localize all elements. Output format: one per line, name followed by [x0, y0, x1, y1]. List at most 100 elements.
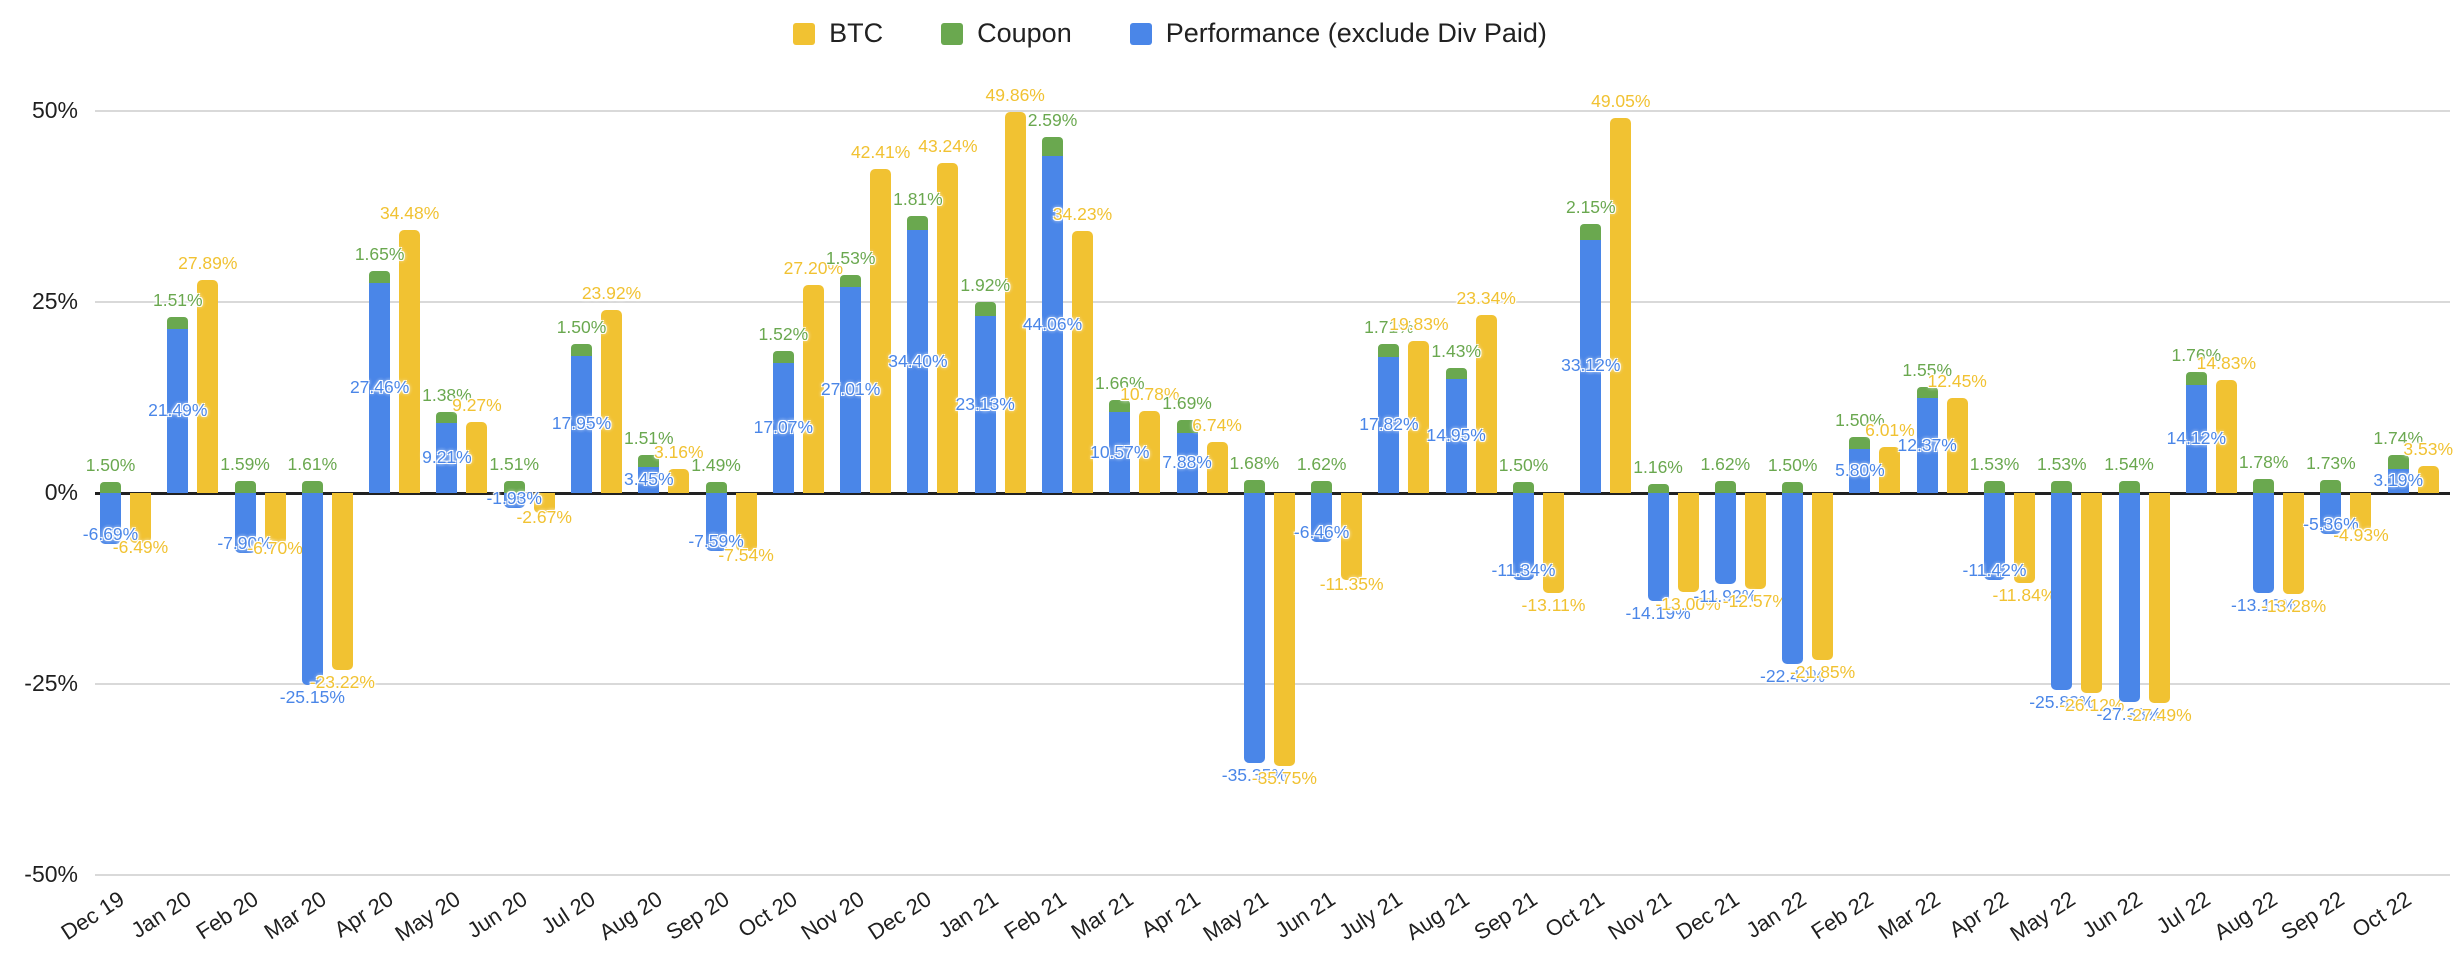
bar-performance[interactable]	[840, 286, 862, 493]
bar-performance[interactable]	[1109, 412, 1131, 493]
bar-coupon[interactable]	[1176, 419, 1198, 433]
bar-btc[interactable]	[1273, 493, 1295, 767]
bar-coupon[interactable]	[1984, 481, 2005, 493]
bar-coupon[interactable]	[1580, 223, 1602, 240]
bar-coupon[interactable]	[1243, 480, 1265, 493]
bar-btc[interactable]	[1072, 231, 1093, 493]
bar-performance[interactable]	[167, 328, 189, 493]
bar-coupon[interactable]	[2387, 455, 2409, 469]
bar-btc[interactable]	[1475, 314, 1497, 493]
bar-performance[interactable]	[2185, 385, 2207, 493]
bar-performance[interactable]	[1580, 239, 1602, 493]
bar-performance[interactable]	[772, 362, 794, 493]
bar-btc[interactable]	[735, 493, 757, 551]
bar-btc[interactable]	[2148, 493, 2170, 704]
bar-coupon[interactable]	[1378, 343, 1400, 357]
bar-performance[interactable]	[2253, 493, 2275, 594]
bar-btc[interactable]	[2215, 379, 2237, 493]
bar-btc[interactable]	[2350, 493, 2372, 531]
bar-btc[interactable]	[870, 168, 892, 493]
bar-performance[interactable]	[2320, 493, 2342, 534]
bar-coupon[interactable]	[1513, 481, 1534, 493]
bar-btc[interactable]	[668, 468, 690, 493]
bar-btc[interactable]	[937, 162, 959, 493]
bar-coupon[interactable]	[1445, 367, 1467, 379]
bar-coupon[interactable]	[167, 317, 189, 329]
bar-btc[interactable]	[1543, 493, 1564, 594]
bar-btc[interactable]	[1408, 341, 1430, 493]
bar-performance[interactable]	[1445, 378, 1467, 493]
bar-performance[interactable]	[638, 466, 660, 493]
bar-performance[interactable]	[705, 493, 727, 551]
bar-btc[interactable]	[1677, 493, 1699, 593]
bar-performance[interactable]	[1176, 432, 1198, 493]
bar-performance[interactable]	[571, 355, 592, 493]
bar-performance[interactable]	[1378, 356, 1400, 493]
bar-coupon[interactable]	[100, 481, 121, 493]
bar-btc[interactable]	[1946, 397, 1968, 493]
bar-coupon[interactable]	[1647, 484, 1669, 493]
bar-coupon[interactable]	[369, 270, 391, 284]
bar-coupon[interactable]	[2051, 481, 2073, 493]
bar-performance[interactable]	[369, 283, 391, 493]
bar-btc[interactable]	[1879, 447, 1901, 493]
bar-btc[interactable]	[533, 493, 555, 514]
bar-performance[interactable]	[1647, 493, 1669, 602]
bar-coupon[interactable]	[1311, 480, 1333, 493]
bar-btc[interactable]	[264, 493, 286, 545]
bar-btc[interactable]	[1004, 112, 1026, 493]
bar-performance[interactable]	[1916, 398, 1938, 493]
bar-performance[interactable]	[436, 422, 458, 493]
bar-performance[interactable]	[907, 230, 929, 493]
bar-btc[interactable]	[2014, 493, 2035, 584]
bar-coupon[interactable]	[2320, 479, 2342, 493]
bar-performance[interactable]	[1984, 493, 2005, 581]
bar-coupon[interactable]	[301, 480, 323, 493]
bar-coupon[interactable]	[1714, 480, 1736, 493]
bar-coupon[interactable]	[1042, 136, 1063, 157]
bar-coupon[interactable]	[234, 480, 256, 493]
bar-btc[interactable]	[1341, 493, 1363, 580]
bar-btc[interactable]	[399, 229, 421, 493]
bar-performance[interactable]	[2118, 493, 2140, 703]
bar-btc[interactable]	[2417, 466, 2439, 493]
bar-coupon[interactable]	[503, 481, 525, 493]
legend-item-btc[interactable]: BTC	[793, 18, 883, 49]
bar-performance[interactable]	[234, 493, 256, 554]
bar-btc[interactable]	[2081, 493, 2103, 693]
legend-item-performance[interactable]: Performance (exclude Div Paid)	[1129, 18, 1547, 49]
bar-btc[interactable]	[331, 493, 353, 671]
bar-performance[interactable]	[1782, 493, 1804, 665]
bar-performance[interactable]	[2051, 493, 2073, 691]
legend-item-coupon[interactable]: Coupon	[941, 18, 1072, 49]
bar-coupon[interactable]	[1849, 437, 1871, 449]
bar-performance[interactable]	[1311, 493, 1333, 543]
bar-coupon[interactable]	[974, 301, 996, 317]
bar-btc[interactable]	[1744, 493, 1766, 590]
bar-coupon[interactable]	[2253, 479, 2275, 493]
bar-btc[interactable]	[130, 493, 151, 543]
bar-btc[interactable]	[1812, 493, 1834, 660]
bar-coupon[interactable]	[705, 481, 727, 493]
bar-btc[interactable]	[197, 279, 219, 493]
bar-btc[interactable]	[601, 310, 622, 493]
bar-coupon[interactable]	[772, 350, 794, 363]
bar-coupon[interactable]	[840, 274, 862, 287]
bar-coupon[interactable]	[436, 412, 458, 423]
bar-coupon[interactable]	[1782, 481, 1804, 493]
bar-btc[interactable]	[2283, 493, 2305, 595]
bar-btc[interactable]	[802, 285, 824, 493]
bar-btc[interactable]	[1610, 118, 1632, 493]
bar-performance[interactable]	[1714, 493, 1736, 585]
bar-btc[interactable]	[1139, 410, 1161, 493]
bar-coupon[interactable]	[638, 455, 660, 467]
bar-btc[interactable]	[1206, 441, 1228, 493]
bar-coupon[interactable]	[1916, 386, 1938, 399]
bar-coupon[interactable]	[2118, 481, 2140, 493]
bar-coupon[interactable]	[571, 344, 592, 356]
bar-performance[interactable]	[1849, 448, 1871, 493]
bar-coupon[interactable]	[1109, 399, 1131, 413]
bar-performance[interactable]	[1042, 156, 1063, 493]
bar-coupon[interactable]	[907, 216, 929, 231]
bar-performance[interactable]	[974, 316, 996, 493]
